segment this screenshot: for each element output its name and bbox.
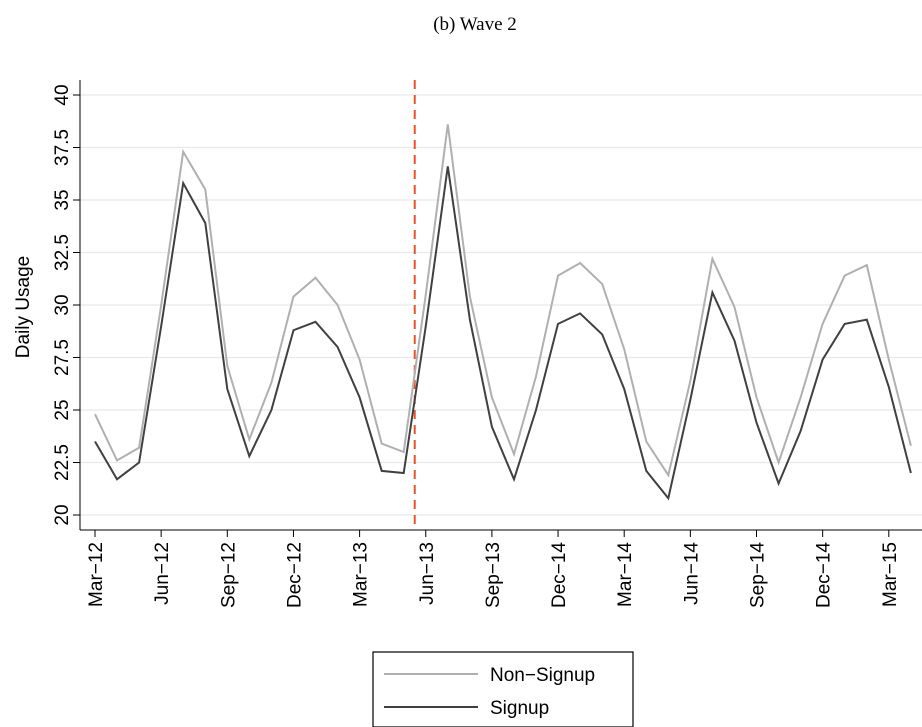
x-tick-label: Jun−12 <box>152 542 173 605</box>
x-tick-label: Mar−12 <box>86 542 107 607</box>
legend-label-non-signup: Non−Signup <box>490 665 595 686</box>
y-tick-label: 27.5 <box>52 339 73 376</box>
series-line-signup <box>94 166 912 501</box>
y-tick-label: 25 <box>52 399 73 420</box>
x-tick-label: Dec−14 <box>549 542 570 608</box>
x-axis: Mar−12 Jun−12 Sep−12 Dec−12 Mar−13 Jun−13 Sep−… <box>80 529 922 608</box>
y-tick-label: 20 <box>52 504 73 525</box>
x-tick-label: Mar−15 <box>880 542 901 607</box>
y-tick-label: 37.5 <box>52 129 73 166</box>
legend-box <box>372 651 634 727</box>
x-tick-label: Mar−13 <box>351 542 372 607</box>
y-tick-label: 32.5 <box>52 234 73 271</box>
x-tick-label: Sep−14 <box>748 542 769 608</box>
y-axis: 20 22.5 25 27.5 30 32.5 35 37.5 40 <box>52 80 81 530</box>
y-tick-label: 30 <box>52 294 73 315</box>
x-tick-label: Jun−14 <box>681 542 702 605</box>
x-tick-label: Sep−13 <box>483 542 504 608</box>
y-tick-label: 35 <box>52 189 73 210</box>
grid-lines <box>80 94 922 516</box>
legend-label-signup: Signup <box>490 698 549 719</box>
x-tick-label: Jun−13 <box>417 542 438 605</box>
x-tick-label: Mar−14 <box>615 542 636 607</box>
y-axis-label: Daily Usage <box>13 256 34 358</box>
y-tick-label: 22.5 <box>52 444 73 481</box>
y-tick-label: 40 <box>52 84 73 105</box>
series-lines <box>94 124 912 501</box>
x-tick-label: Sep−12 <box>218 542 239 608</box>
series-line-non-signup <box>94 124 912 478</box>
chart-title: (b) Wave 2 <box>433 14 517 35</box>
x-tick-label: Dec−14 <box>814 542 835 608</box>
legend: Non−Signup Signup <box>372 651 634 727</box>
x-tick-label: Dec−12 <box>284 542 305 608</box>
